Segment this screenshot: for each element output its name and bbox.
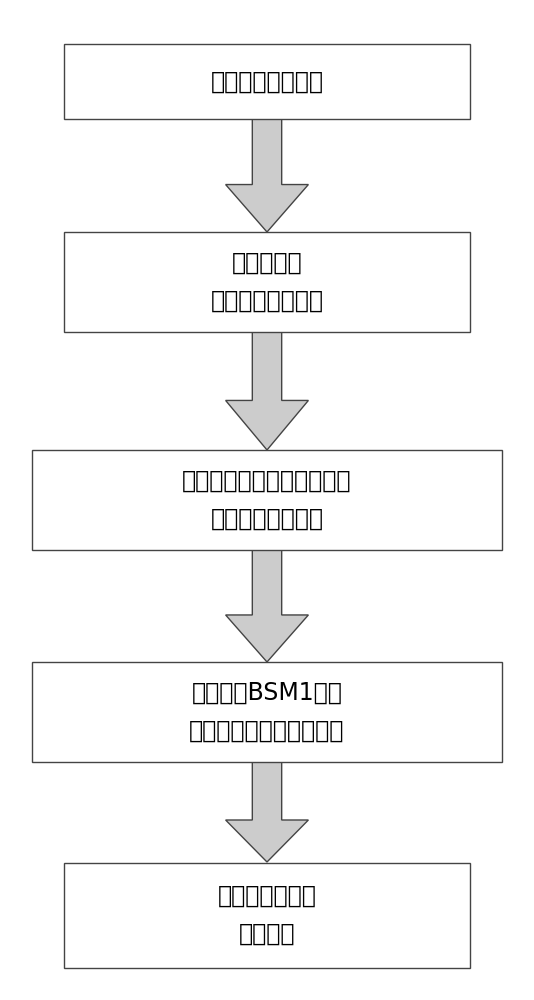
Polygon shape	[225, 762, 309, 862]
Text: 污水控制器最优设定值计算: 污水控制器最优设定值计算	[182, 469, 352, 493]
Text: 能耗分析: 能耗分析	[239, 922, 295, 946]
Polygon shape	[225, 332, 309, 450]
Bar	[64, 862, 470, 968]
Bar	[64, 44, 470, 119]
Text: 出水水质检测和: 出水水质检测和	[217, 884, 317, 908]
Text: 污水系统BSM1模型: 污水系统BSM1模型	[192, 681, 342, 705]
Text: （人工免疫算法）: （人工免疫算法）	[210, 507, 324, 531]
Text: 溶解氧和硝酸氨浓度控制: 溶解氧和硝酸氨浓度控制	[190, 719, 344, 743]
Text: 自适应分段: 自适应分段	[232, 251, 302, 275]
Polygon shape	[225, 119, 309, 232]
Polygon shape	[225, 550, 309, 662]
Text: （有序样本聚类）: （有序样本聚类）	[210, 289, 324, 313]
Bar	[64, 232, 470, 332]
Bar	[32, 662, 502, 762]
Bar	[32, 450, 502, 550]
Text: 输入污水入水数据: 输入污水入水数据	[210, 70, 324, 94]
